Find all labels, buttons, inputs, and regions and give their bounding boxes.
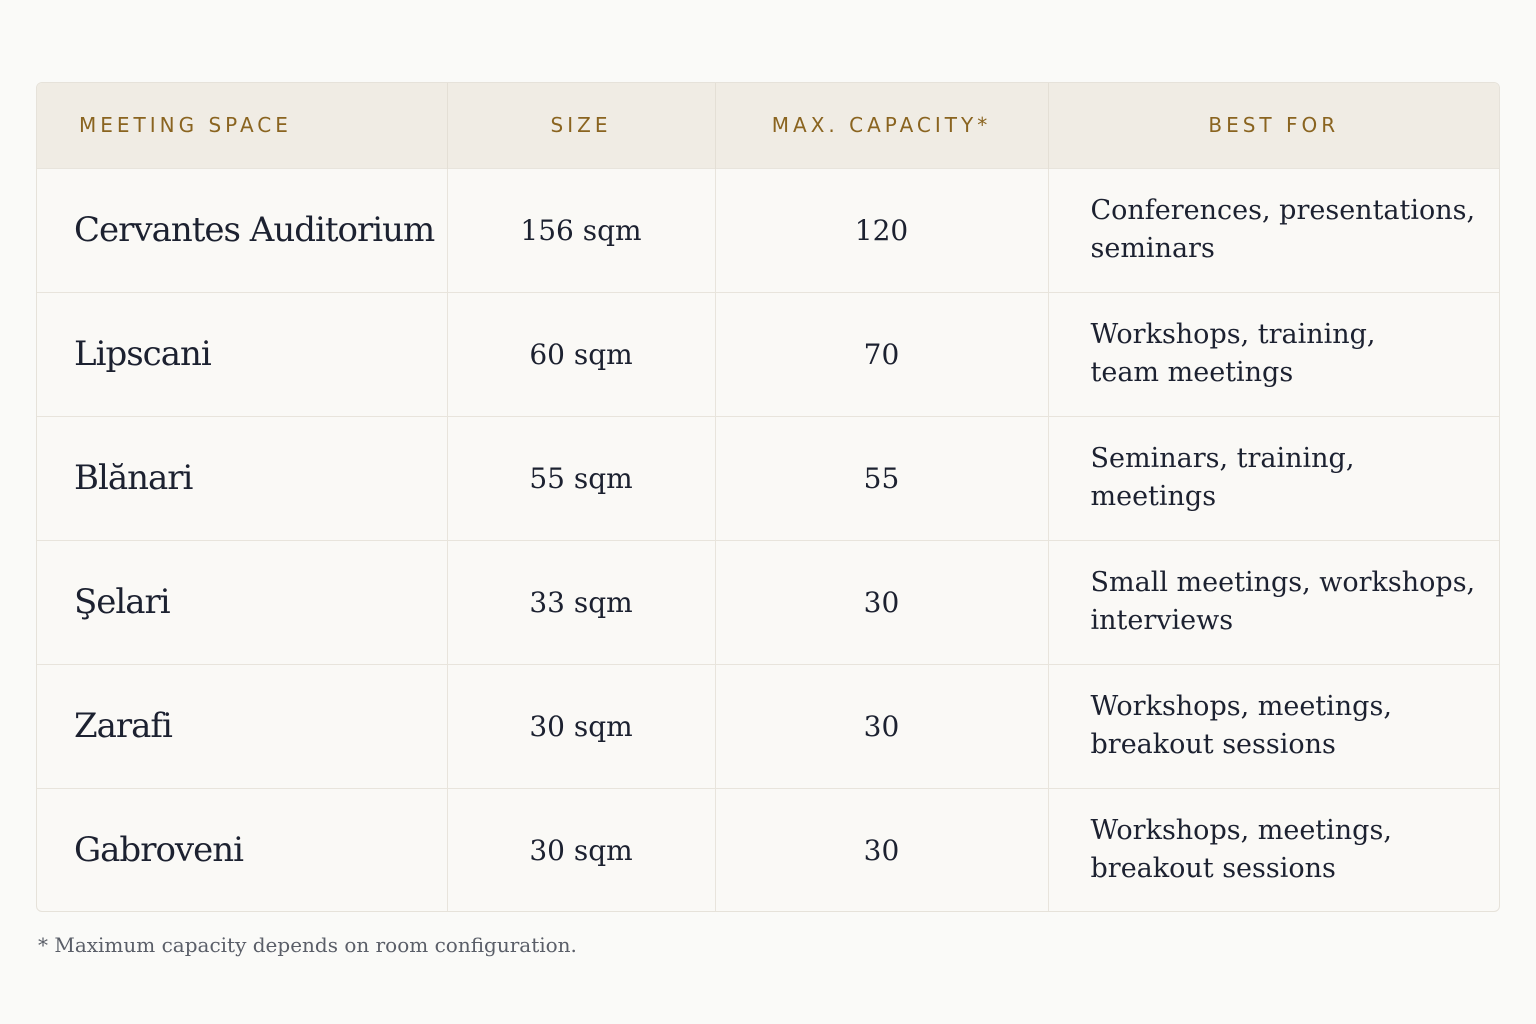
room-size: 156 sqm	[447, 167, 716, 292]
table-row: Lipscani 60 sqm 70 Workshops, training, …	[37, 291, 1499, 416]
room-capacity: 120	[715, 167, 1049, 292]
table-body: Cervantes Auditorium 156 sqm 120 Confere…	[37, 167, 1499, 911]
best-for-line: breakout sessions	[1090, 729, 1336, 760]
room-size: 30 sqm	[447, 663, 716, 788]
meeting-spaces-grid: MEETING SPACE SIZE MAX. CAPACITY* BEST F…	[37, 83, 1499, 911]
best-for-line: Small meetings, workshops,	[1090, 567, 1476, 598]
room-best-for: Small meetings, workshops, interviews	[1048, 539, 1499, 664]
meeting-spaces-table: MEETING SPACE SIZE MAX. CAPACITY* BEST F…	[36, 82, 1500, 912]
room-size: 30 sqm	[447, 787, 716, 911]
room-best-for: Seminars, training, meetings	[1048, 415, 1499, 540]
room-capacity: 30	[715, 539, 1049, 664]
room-name: Cervantes Auditorium	[37, 167, 448, 292]
table-header: MEETING SPACE SIZE MAX. CAPACITY* BEST F…	[37, 83, 1499, 168]
best-for-line: Workshops, training,	[1090, 319, 1376, 350]
room-name: Şelari	[37, 539, 448, 664]
table-row: Zarafi 30 sqm 30 Workshops, meetings, br…	[37, 663, 1499, 788]
room-best-for: Workshops, meetings, breakout sessions	[1048, 663, 1499, 788]
best-for-line: team meetings	[1090, 357, 1294, 388]
room-best-for: Workshops, meetings, breakout sessions	[1048, 787, 1499, 911]
capacity-footnote: * Maximum capacity depends on room confi…	[38, 933, 577, 957]
table-row: Cervantes Auditorium 156 sqm 120 Confere…	[37, 167, 1499, 292]
header-size: SIZE	[447, 83, 716, 168]
room-capacity: 30	[715, 787, 1049, 911]
header-best-for: BEST FOR	[1208, 113, 1340, 138]
room-name: Gabroveni	[37, 787, 448, 911]
room-capacity: 55	[715, 415, 1049, 540]
best-for-line: breakout sessions	[1090, 853, 1336, 885]
best-for-line: Conferences, presentations,	[1090, 195, 1476, 226]
best-for-line: seminars	[1090, 233, 1215, 264]
best-for-line: interviews	[1090, 605, 1234, 636]
table-row: Gabroveni 30 sqm 30 Workshops, meetings,…	[37, 787, 1499, 911]
header-max-capacity: MAX. CAPACITY*	[715, 83, 1049, 168]
room-name: Lipscani	[37, 291, 448, 416]
best-for-line: Seminars, training,	[1090, 443, 1355, 474]
best-for-line: Workshops, meetings,	[1090, 691, 1392, 722]
room-capacity: 70	[715, 291, 1049, 416]
best-for-line: meetings	[1090, 481, 1217, 512]
room-size: 55 sqm	[447, 415, 716, 540]
table-row: Blănari 55 sqm 55 Seminars, training, me…	[37, 415, 1499, 540]
room-name: Zarafi	[37, 663, 448, 788]
room-capacity: 30	[715, 663, 1049, 788]
room-size: 33 sqm	[447, 539, 716, 664]
header-row: MEETING SPACE SIZE MAX. CAPACITY* BEST F…	[37, 83, 1499, 168]
table-row: Şelari 33 sqm 30 Small meetings, worksho…	[37, 539, 1499, 664]
best-for-line: Workshops, meetings,	[1090, 815, 1392, 847]
room-size: 60 sqm	[447, 291, 716, 416]
room-name: Blănari	[37, 415, 448, 540]
header-meeting-space: MEETING SPACE	[37, 83, 448, 168]
room-best-for: Conferences, presentations, seminars	[1048, 167, 1499, 292]
room-best-for: Workshops, training, team meetings	[1048, 291, 1499, 416]
